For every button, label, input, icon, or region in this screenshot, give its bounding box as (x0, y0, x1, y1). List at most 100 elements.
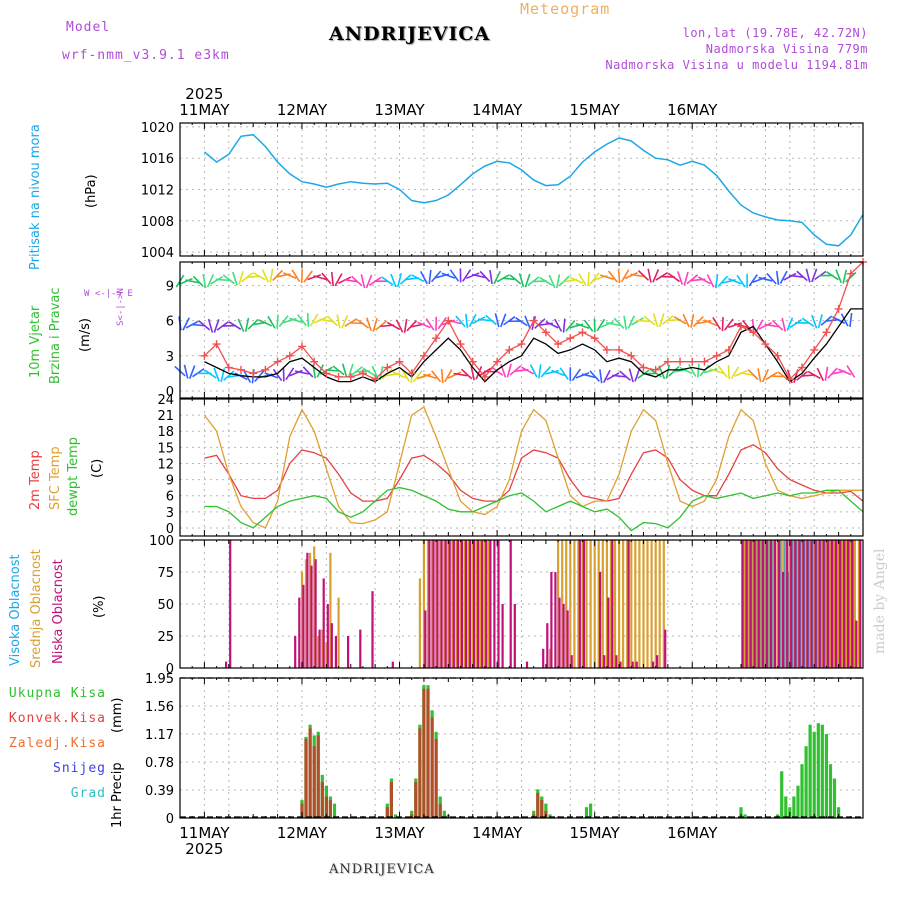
bar-visoka-oblacnost (811, 540, 814, 668)
wind-barb (272, 269, 284, 282)
bar-niska-oblacnost (798, 540, 801, 668)
gust-marker (590, 334, 599, 343)
bar-srednja-oblacnost (650, 540, 653, 668)
bar-srednja-oblacnost (821, 540, 824, 668)
bar-srednja-oblacnost (589, 540, 592, 668)
bar-srednja-oblacnost (853, 540, 856, 668)
wind-barb (686, 274, 699, 285)
bar-niska-oblacnost (627, 540, 630, 668)
wind-barb (246, 275, 261, 279)
bar-srednja-oblacnost (321, 629, 324, 668)
bar-srednja-oblacnost (760, 540, 763, 668)
wind-barb (559, 367, 569, 380)
bar-srednja-oblacnost (463, 540, 466, 668)
bar-niska-oblacnost (542, 648, 545, 668)
bar-srednja-oblacnost (439, 540, 442, 668)
wind-barb (770, 375, 785, 378)
x-tick-label-bottom: 13MAY (374, 824, 425, 842)
bar-niska-oblacnost (566, 610, 569, 668)
gust-marker (358, 369, 367, 378)
bar-srednja-oblacnost (658, 540, 661, 668)
wind-barb (267, 315, 276, 329)
wind-barb (179, 277, 193, 285)
bar-visoka-oblacnost (767, 540, 770, 668)
wind-barb (575, 322, 590, 329)
wind-barb (606, 372, 620, 381)
gust-marker (615, 345, 624, 354)
wind-barb (316, 364, 324, 378)
wind-barb (538, 364, 542, 379)
bar-niska-oblacnost (651, 661, 655, 668)
bar-srednja-oblacnost (744, 540, 747, 668)
bar-niska-oblacnost (806, 540, 809, 668)
bar-srednja-oblacnost (626, 540, 629, 668)
bar-visoka-oblacnost (799, 540, 802, 668)
wind-barb (183, 364, 189, 379)
bar-ukupna-kisa (739, 807, 743, 818)
bar-srednja-oblacnost (597, 540, 600, 668)
wind-barb (238, 271, 244, 285)
wind-barb (306, 312, 310, 328)
bar-srednja-oblacnost (792, 540, 795, 668)
bar-niska-oblacnost (810, 540, 813, 668)
bar-niska-oblacnost (440, 540, 443, 668)
bar-ukupna-kisa (792, 796, 796, 818)
gust-marker (663, 357, 672, 366)
legend-total-rain: Ukupna Kisa (8, 686, 106, 701)
bar-niska-oblacnost (782, 572, 785, 668)
y-tick-label: 15 (157, 441, 174, 456)
wind-barb (599, 274, 614, 280)
wind-barb (771, 319, 784, 331)
bar-srednja-oblacnost (329, 552, 332, 668)
bar-srednja-oblacnost (772, 540, 775, 668)
wind-barb (575, 372, 590, 379)
bar-srednja-oblacnost (418, 578, 421, 668)
bar-niska-oblacnost (802, 540, 805, 668)
gust-marker (419, 351, 428, 360)
series-line-wind-speed (204, 308, 863, 383)
wind-barb (757, 368, 762, 383)
bar-srednja-oblacnost (573, 540, 576, 668)
bar-visoka-oblacnost (779, 540, 782, 668)
bar-srednja-oblacnost (630, 540, 633, 668)
bar-srednja-oblacnost (756, 540, 759, 668)
wind-barb (599, 369, 603, 384)
wind-barb (417, 373, 431, 380)
wind-barb (690, 313, 695, 329)
y-tick-label: 21 (157, 409, 174, 424)
legend-convective-rain: Konvek.Kisa (8, 711, 106, 726)
frame-layer (179, 122, 864, 819)
y-tick-label: 0 (166, 812, 174, 827)
wind-barb (291, 269, 301, 283)
wind-barb (343, 278, 358, 283)
bar-niska-oblacnost (326, 604, 329, 668)
wind-barb (602, 369, 611, 383)
x-tick-label-bottom: 15MAY (570, 824, 621, 842)
wind-barb (518, 273, 525, 287)
wind-barb (222, 274, 235, 285)
bar-niska-oblacnost (777, 540, 781, 668)
bar-niska-oblacnost (359, 629, 362, 668)
wind-barb (381, 276, 394, 286)
wind-barb (362, 367, 376, 377)
wind-barb (232, 271, 238, 286)
wind-barb (460, 368, 473, 380)
gust-marker (200, 351, 209, 360)
bar-niska-oblacnost (334, 636, 337, 668)
bar-niska-oblacnost (546, 623, 549, 668)
wind-barb (515, 317, 528, 327)
bar-srednja-oblacnost (841, 540, 844, 668)
bar-ukupna-kisa (780, 771, 784, 818)
bar-srednja-oblacnost (601, 540, 604, 668)
bar-srednja-oblacnost (764, 540, 767, 668)
bar-niska-oblacnost (558, 597, 561, 668)
bar-niska-oblacnost (635, 661, 638, 668)
wind-barb (811, 268, 818, 283)
bar-srednja-oblacnost (435, 540, 438, 668)
wind-barb (788, 274, 803, 278)
wind-barb (540, 366, 552, 378)
bar-niska-oblacnost (468, 540, 472, 668)
wind-barb (612, 374, 627, 378)
bar-konvek-kisa (328, 800, 332, 818)
gust-marker (285, 351, 294, 360)
